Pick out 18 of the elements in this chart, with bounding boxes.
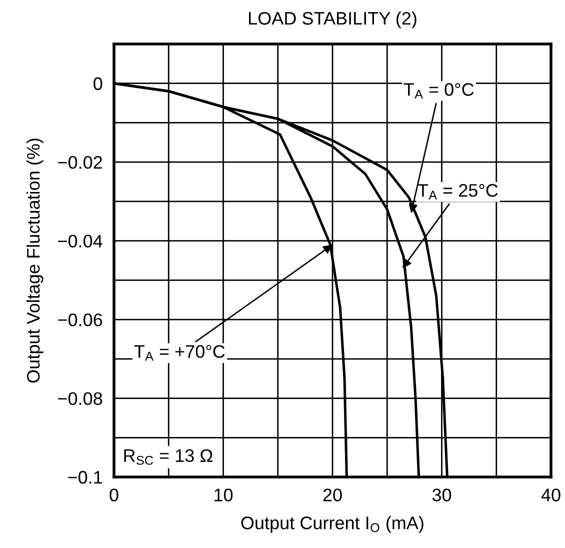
- y-tick-label: −0.02: [58, 156, 102, 169]
- x-tick-label: 30: [432, 488, 452, 502]
- x-tick-label: 20: [323, 488, 342, 502]
- chart-title: LOAD STABILITY (2): [249, 11, 416, 28]
- y-tick-label: −0.04: [58, 234, 102, 248]
- annotation: T$_{A}$ = +70°C: [134, 345, 225, 361]
- x-tick-label: 40: [541, 488, 560, 502]
- y-tick-label: −0.08: [58, 392, 102, 405]
- annotation: T$_{A}$ = 0°C: [404, 83, 474, 99]
- y-axis-title: Output Voltage Fluctuation (%): [26, 138, 44, 383]
- annotation: R$_{SC}$ = 13 Ω: [124, 449, 212, 465]
- x-axis-title: Output Current I$_{O}$ (mA): [241, 516, 424, 533]
- annotation: T$_{A}$ = 25°C: [418, 184, 498, 200]
- y-tick-label: −0.1: [68, 470, 102, 484]
- y-tick-label: 0: [94, 77, 102, 90]
- x-tick-label: 0: [110, 488, 118, 502]
- y-tick-label: −0.06: [58, 313, 102, 326]
- x-tick-label: 10: [214, 488, 233, 502]
